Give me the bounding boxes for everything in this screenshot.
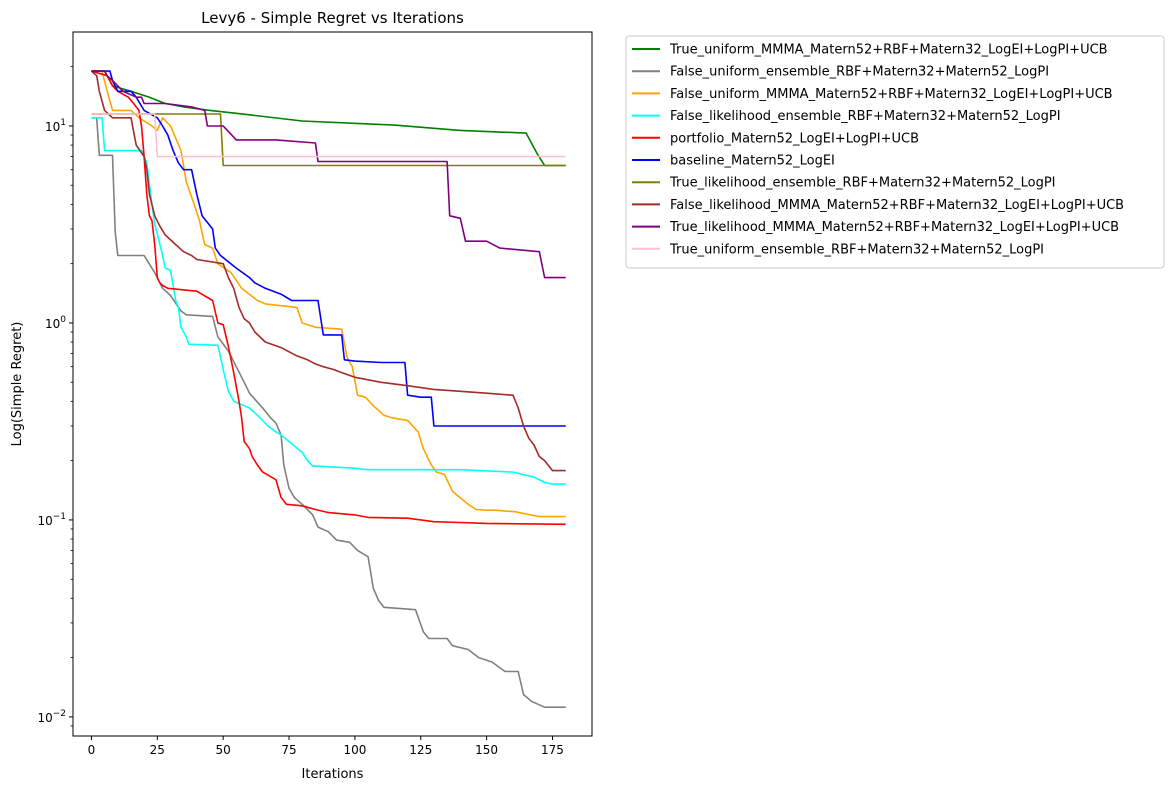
x-tick-label: 100 <box>343 743 366 757</box>
legend-label-3: False_uniform_MMMA_Matern52+RBF+Matern32… <box>670 87 1113 102</box>
legend-label-10: True_uniform_ensemble_RBF+Matern32+Mater… <box>669 242 1044 257</box>
y-tick-exponent: 1 <box>60 118 66 128</box>
y-tick-exponent: −2 <box>53 709 66 719</box>
y-tick-base: 10 <box>45 120 60 134</box>
legend: True_uniform_MMMA_Matern52+RBF+Matern32_… <box>625 35 1165 269</box>
y-tick-label: 100 <box>45 315 66 331</box>
legend-label-2: False_uniform_ensemble_RBF+Matern32+Mate… <box>670 65 1049 80</box>
x-axis-label: Iterations <box>302 767 364 782</box>
legend-label-9: True_likelihood_MMMA_Matern52+RBF+Matern… <box>669 220 1119 235</box>
x-tick-label: 150 <box>475 743 498 757</box>
x-tick-label: 50 <box>216 743 231 757</box>
x-tick-label: 125 <box>409 743 432 757</box>
series-line-8 <box>90 70 566 472</box>
series-group <box>90 70 566 708</box>
series-line-2 <box>91 117 566 708</box>
y-tick-label: 10−2 <box>37 709 66 725</box>
series-line-9 <box>91 70 566 279</box>
x-tick-label: 25 <box>150 743 165 757</box>
legend-label-8: False_likelihood_MMMA_Matern52+RBF+Mater… <box>670 198 1124 213</box>
y-tick-base: 10 <box>37 711 52 725</box>
axes-frame <box>72 31 593 737</box>
series-line-3 <box>91 70 566 518</box>
y-tick-label: 101 <box>45 118 66 134</box>
y-tick-label: 10−1 <box>37 512 66 528</box>
x-tick-label: 0 <box>88 743 96 757</box>
legend-label-7: True_likelihood_ensemble_RBF+Matern32+Ma… <box>669 176 1056 191</box>
y-tick-exponent: 0 <box>60 315 66 325</box>
series-line-7 <box>91 113 566 167</box>
y-tick-base: 10 <box>45 317 60 331</box>
series-line-5 <box>91 70 566 526</box>
y-tick-base: 10 <box>37 514 52 528</box>
series-line-10 <box>91 113 566 158</box>
chart-title: Levy6 - Simple Regret vs Iterations <box>201 9 464 27</box>
x-tick-label: 75 <box>281 743 296 757</box>
x-tick-label: 175 <box>541 743 564 757</box>
y-tick-exponent: −1 <box>53 512 66 522</box>
legend-label-5: portfolio_Matern52_LogEI+LogPI+UCB <box>670 131 919 146</box>
legend-label-1: True_uniform_MMMA_Matern52+RBF+Matern32_… <box>669 43 1108 58</box>
y-axis-label: Log(Simple Regret) <box>10 322 25 447</box>
legend-label-6: baseline_Matern52_LogEI <box>670 154 835 169</box>
legend-box <box>625 35 1165 269</box>
legend-label-4: False_likelihood_ensemble_RBF+Matern32+M… <box>670 109 1061 124</box>
series-line-6 <box>91 70 566 427</box>
